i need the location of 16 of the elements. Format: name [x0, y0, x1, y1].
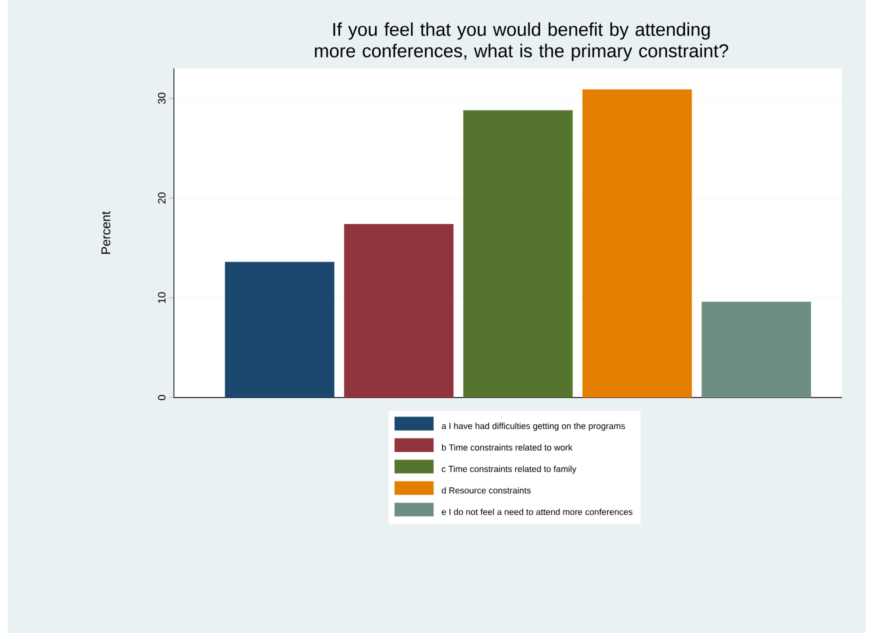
- legend-label: e I do not feel a need to attend more conferences: [442, 508, 632, 516]
- bar: [344, 224, 454, 398]
- y-tick-label: 0: [158, 395, 166, 400]
- bar: [463, 110, 573, 398]
- y-tick-label: 20: [158, 192, 166, 204]
- legend-label: d Resource constraints: [442, 487, 531, 494]
- bar: [702, 302, 812, 398]
- chart-title: If you feel that you would benefit by attending more conferences, what is the primary constraint?: [314, 22, 728, 62]
- legend-label: a I have had difficulties getting on the programs: [442, 422, 625, 431]
- bar: [224, 262, 334, 398]
- legend-label: b Time constraints related to work: [442, 444, 573, 451]
- y-axis-title: Percent: [101, 211, 110, 254]
- y-tick-label: 30: [158, 92, 166, 104]
- y-tick-label: 10: [158, 292, 166, 303]
- legend-label: c Time constraints related to family: [442, 466, 576, 474]
- bar: [582, 89, 692, 398]
